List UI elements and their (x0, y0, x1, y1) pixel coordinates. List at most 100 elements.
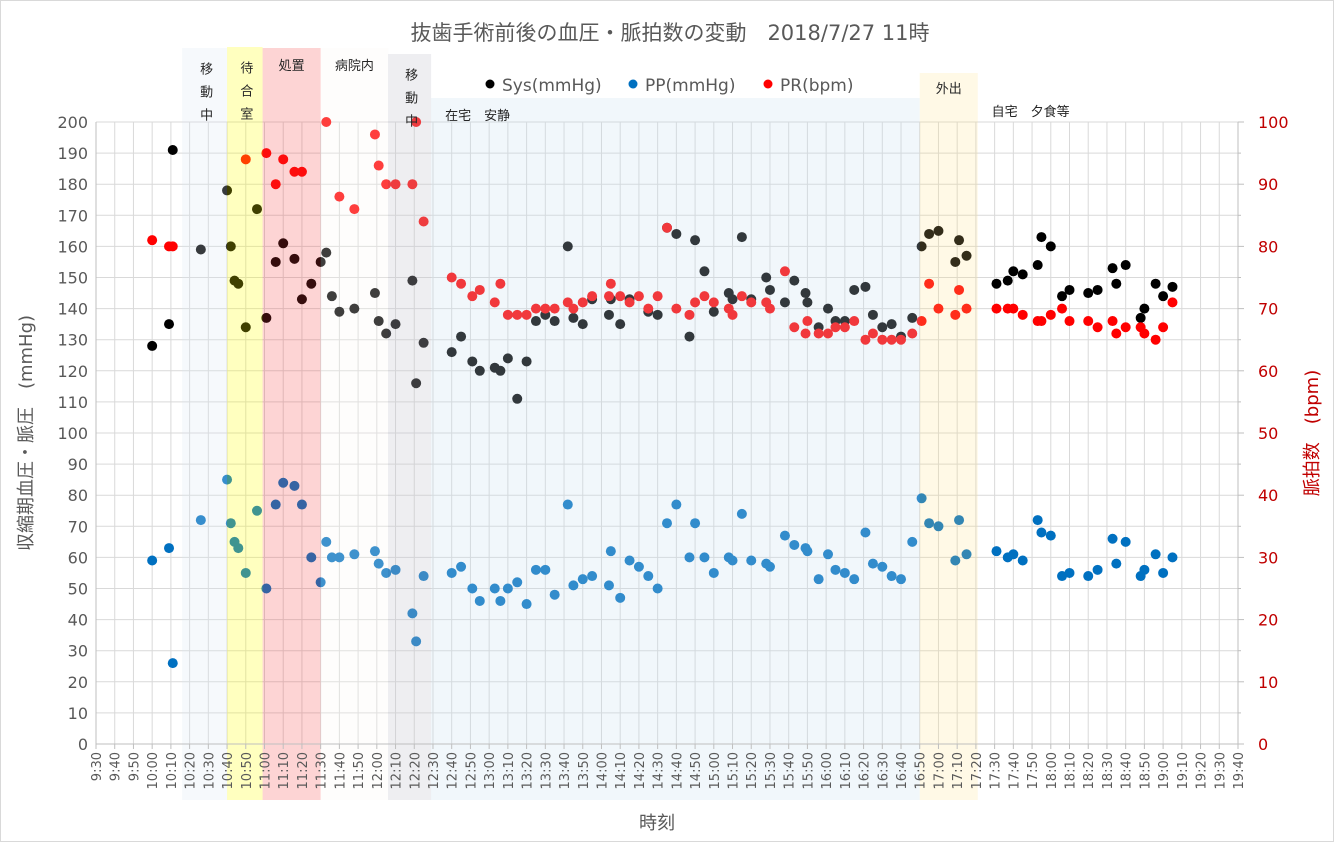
data-point-pp (474, 595, 485, 606)
legend-marker-pr (763, 79, 773, 89)
data-point-pp (1120, 536, 1131, 547)
data-point-sys (240, 322, 251, 333)
x-tick-label: 12:00 (371, 752, 386, 789)
data-point-sys (233, 278, 244, 289)
data-point-sys (315, 256, 326, 267)
x-tick-label: 17:30 (989, 752, 1004, 789)
data-point-pr (684, 309, 695, 320)
data-point-sys (502, 353, 513, 364)
data-point-pp (306, 552, 317, 563)
legend-marker-pp (628, 79, 638, 89)
data-point-pr (830, 322, 841, 333)
data-point-pr (800, 328, 811, 339)
x-tick-label: 14:30 (652, 752, 667, 789)
data-point-pr (916, 316, 927, 327)
y-tick-label: 190 (57, 144, 88, 163)
data-point-sys (261, 312, 272, 323)
activity-band (431, 98, 920, 800)
y2-tick-label: 30 (1258, 548, 1278, 567)
x-tick-label: 16:50 (914, 752, 929, 789)
data-point-sys (577, 319, 588, 330)
data-point-sys (321, 247, 332, 258)
data-point-pp (369, 546, 380, 557)
x-tick-label: 18:30 (1101, 752, 1116, 789)
x-tick-label: 16:10 (839, 752, 854, 789)
data-point-pp (411, 636, 422, 647)
data-point-sys (167, 144, 178, 155)
data-point-pr (1150, 334, 1161, 345)
data-point-pp (261, 583, 272, 594)
x-tick-label: 11:30 (315, 752, 330, 789)
data-point-pr (407, 179, 418, 190)
data-point-pr (1120, 322, 1131, 333)
data-point-sys (349, 303, 360, 314)
data-point-pp (252, 505, 263, 516)
data-point-pp (418, 571, 429, 582)
x-tick-label: 16:20 (858, 752, 873, 789)
data-point-sys (407, 275, 418, 286)
y2-tick-label: 10 (1258, 673, 1278, 692)
data-point-sys (849, 284, 860, 295)
data-point-pp (568, 580, 579, 591)
data-point-sys (1120, 260, 1131, 271)
data-point-sys (708, 306, 719, 317)
data-point-pp (147, 555, 158, 566)
x-tick-label: 18:00 (1045, 752, 1060, 789)
data-point-pr (1036, 316, 1047, 327)
x-tick-label: 12:50 (464, 752, 479, 789)
data-point-pr (860, 334, 871, 345)
data-point-pr (540, 303, 551, 314)
data-point-sys (764, 284, 775, 295)
data-point-sys (1167, 281, 1178, 292)
x-tick-label: 18:40 (1120, 752, 1135, 789)
data-point-sys (652, 309, 663, 320)
data-point-sys (1158, 291, 1169, 302)
data-point-pr (495, 278, 506, 289)
y2-tick-label: 40 (1258, 486, 1278, 505)
data-point-pr (671, 303, 682, 314)
x-tick-label: 14:20 (633, 752, 648, 789)
x-tick-label: 15:50 (801, 752, 816, 789)
data-point-pr (789, 322, 800, 333)
data-point-pr (633, 291, 644, 302)
data-point-pr (813, 328, 824, 339)
data-point-sys (1139, 303, 1150, 314)
x-tick-label: 19:10 (1176, 752, 1191, 789)
data-point-pp (381, 567, 392, 578)
x-tick-label: 13:20 (521, 752, 536, 789)
data-point-pr (624, 297, 635, 308)
data-point-pp (867, 558, 878, 569)
data-point-pp (1045, 530, 1056, 541)
data-point-pr (587, 291, 598, 302)
data-point-pr (1139, 328, 1150, 339)
data-point-sys (495, 365, 506, 376)
data-point-pp (886, 571, 897, 582)
data-point-pp (296, 499, 307, 510)
data-point-sys (562, 241, 573, 252)
activity-band-label: 外出 (936, 82, 962, 97)
y-tick-label: 20 (68, 673, 88, 692)
data-point-sys (418, 337, 429, 348)
y-tick-label: 150 (57, 269, 88, 288)
x-tick-label: 16:40 (895, 752, 910, 789)
x-tick-label: 15:30 (764, 752, 779, 789)
data-point-pp (950, 555, 961, 566)
x-tick-label: 17:40 (1007, 752, 1022, 789)
data-point-pp (603, 580, 614, 591)
data-point-pp (746, 555, 757, 566)
activity-band (388, 54, 432, 800)
y-tick-label: 0 (78, 735, 88, 754)
data-point-sys (390, 319, 401, 330)
data-point-pr (896, 334, 907, 345)
data-point-pp (699, 552, 710, 563)
data-point-pr (390, 179, 401, 190)
data-point-pr (907, 328, 918, 339)
data-point-sys (1032, 260, 1043, 271)
data-point-sys (512, 393, 523, 404)
data-point-sys (690, 235, 701, 246)
y-tick-label: 70 (68, 517, 88, 536)
x-tick-label: 15:00 (708, 752, 723, 789)
x-tick-label: 13:10 (502, 752, 517, 789)
data-point-pr (418, 216, 429, 227)
